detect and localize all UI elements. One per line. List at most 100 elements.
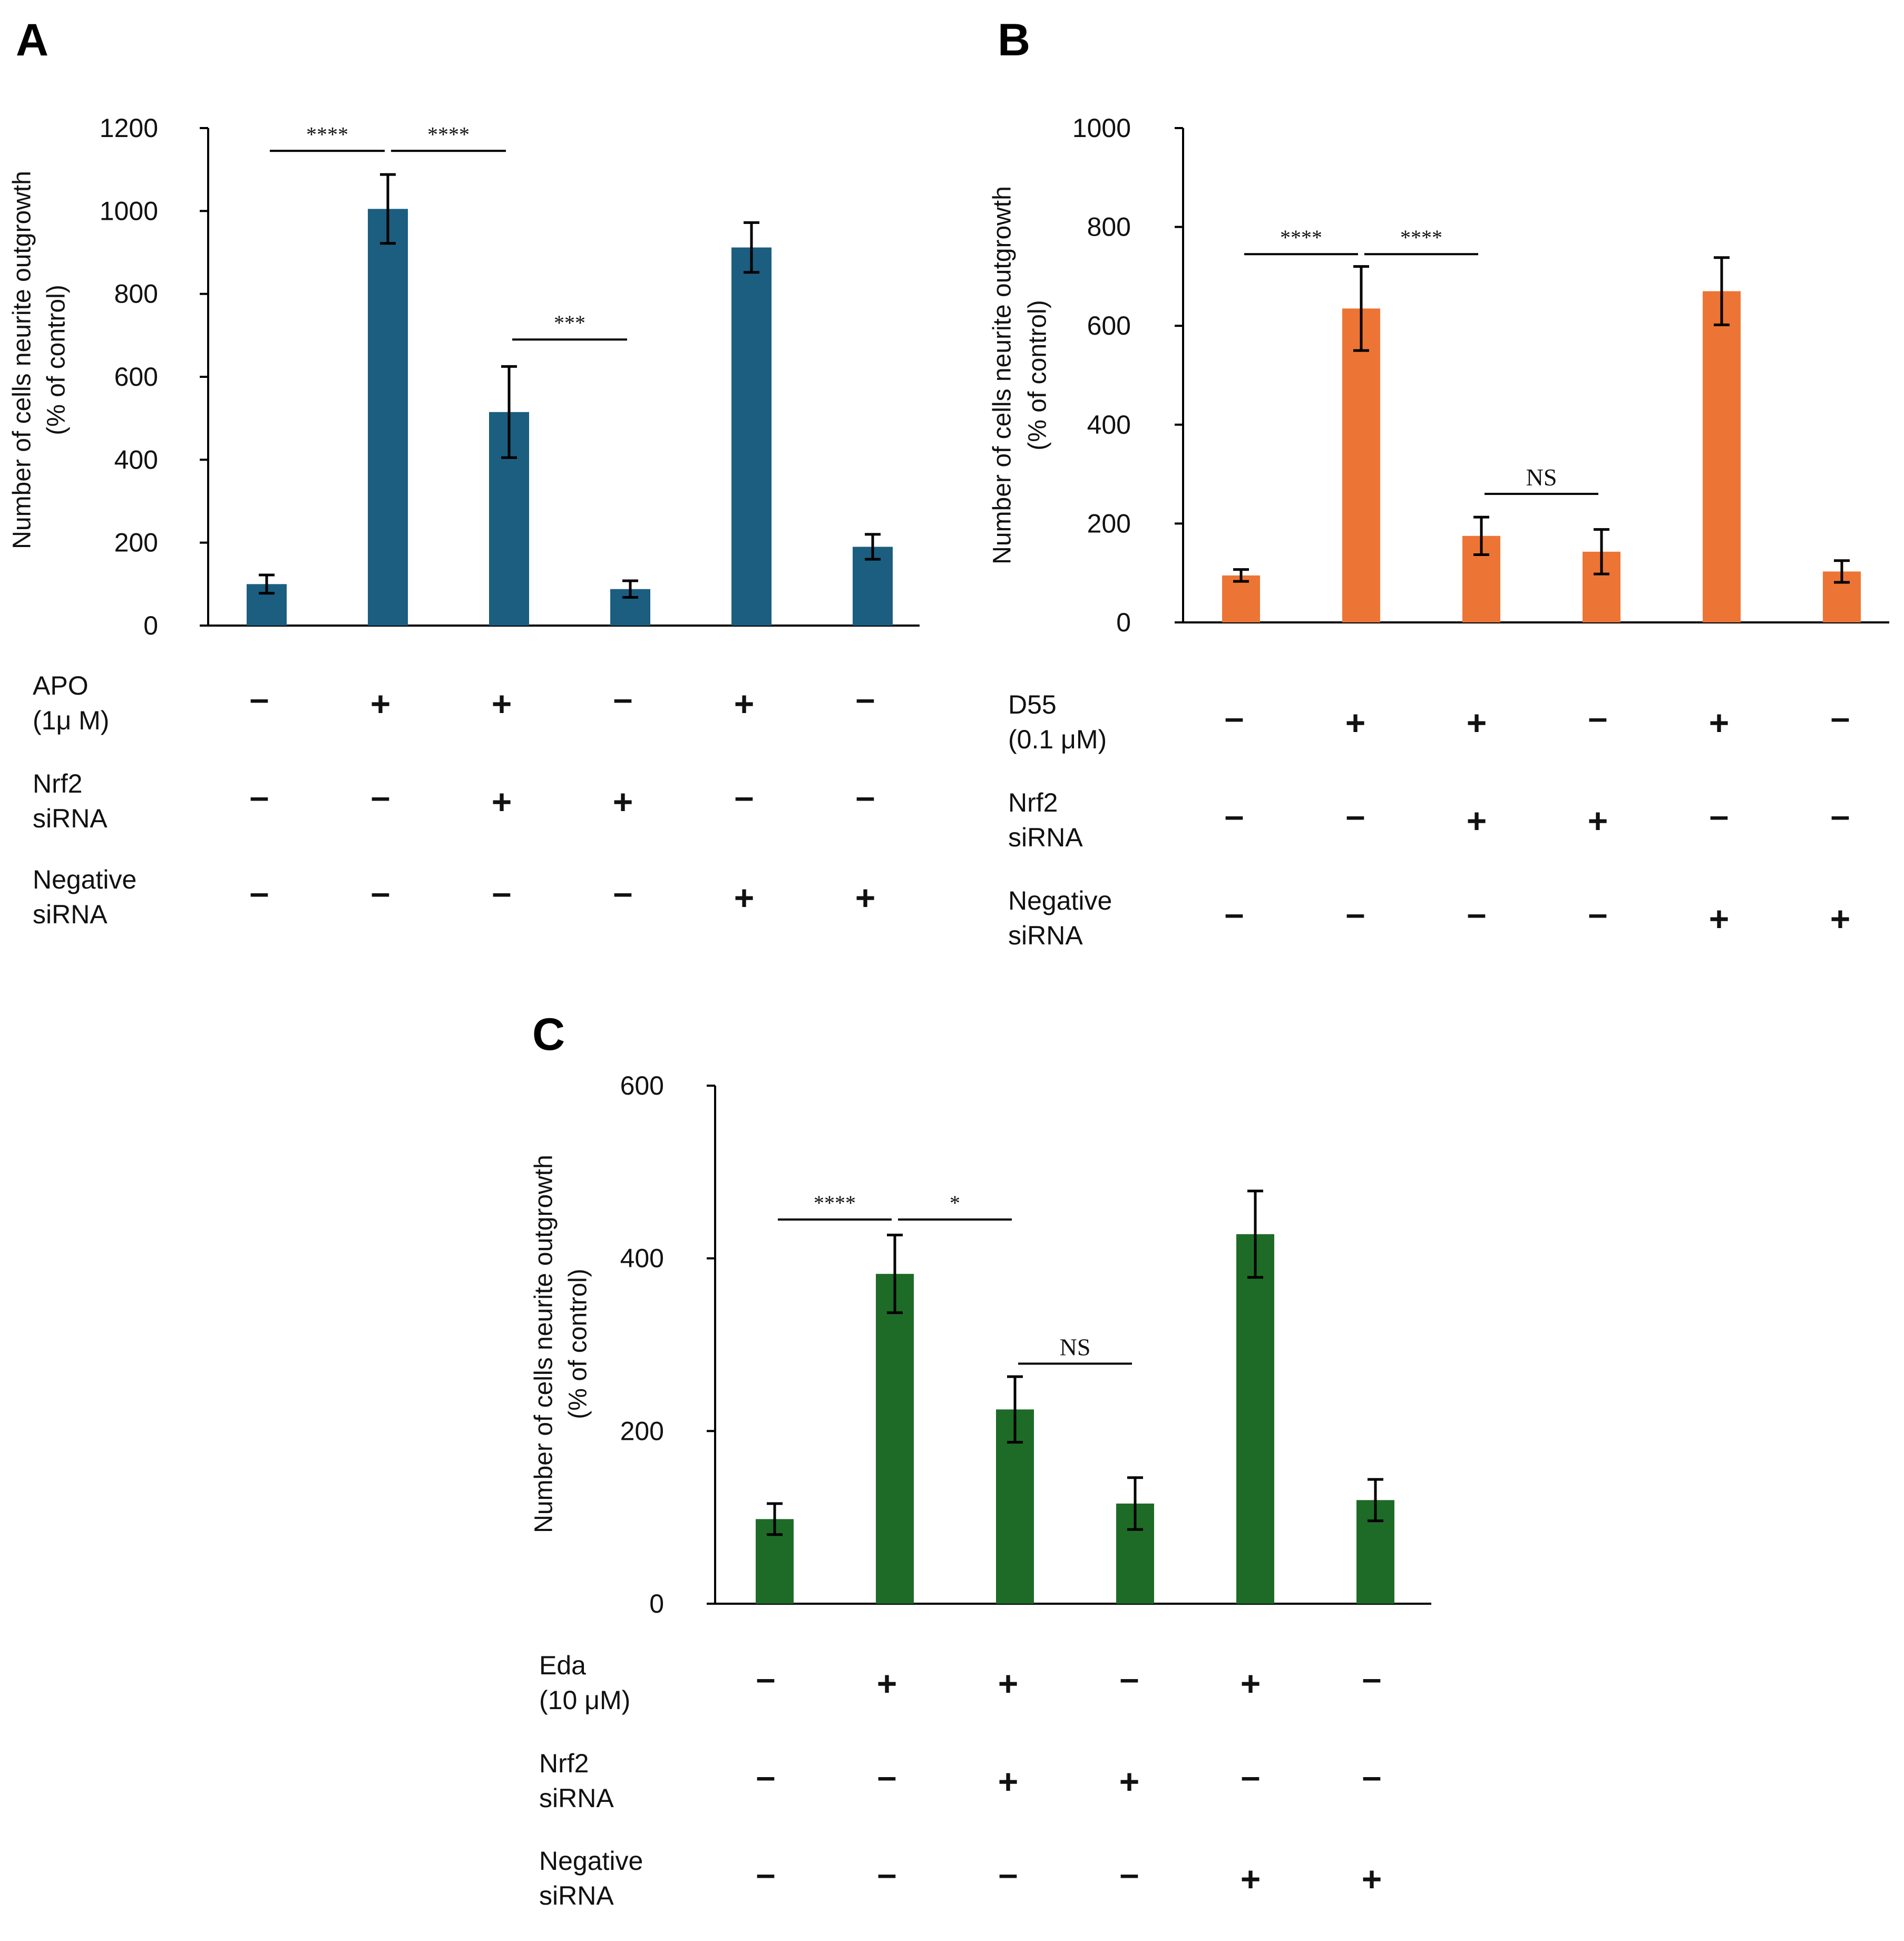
y-axis-subtitle: (% of control): [1024, 300, 1052, 450]
y-tick-label: 800: [114, 279, 158, 309]
y-tick-label: 400: [114, 445, 158, 474]
panel-letter: B: [998, 15, 1030, 65]
plus-sign: +: [998, 1762, 1019, 1801]
minus-sign: –: [877, 1757, 897, 1796]
plus-sign: +: [1830, 899, 1851, 938]
minus-sign: –: [1467, 894, 1487, 933]
condition-label-line2: siRNA: [539, 1783, 614, 1813]
minus-sign: –: [1346, 894, 1365, 933]
plus-sign: +: [1709, 703, 1730, 742]
plus-sign: +: [1345, 703, 1366, 742]
condition-label-line2: (0.1 μM): [1008, 725, 1107, 754]
y-tick-label: 0: [1116, 608, 1131, 637]
significance-label: ****: [814, 1191, 856, 1215]
condition-label: Eda: [539, 1651, 586, 1680]
plus-sign: +: [1467, 801, 1487, 840]
bar: [1703, 291, 1741, 622]
minus-sign: –: [1241, 1757, 1261, 1796]
panel-letter: A: [16, 15, 48, 65]
condition-label: Nrf2: [1008, 788, 1058, 817]
minus-sign: –: [1362, 1757, 1382, 1796]
bar: [1236, 1234, 1274, 1604]
condition-label-line2: siRNA: [539, 1881, 614, 1910]
y-axis-title: Number of cells neurite outgrowth: [8, 171, 36, 549]
minus-sign: –: [1225, 796, 1244, 835]
significance-label: NS: [1526, 464, 1557, 491]
significance-label: ****: [1400, 226, 1442, 249]
minus-sign: –: [1588, 894, 1608, 933]
minus-sign: –: [856, 679, 875, 718]
plus-sign: +: [1241, 1664, 1261, 1703]
condition-label: Negative: [33, 865, 136, 894]
condition-label: Nrf2: [539, 1749, 589, 1778]
y-tick-label: 800: [1087, 212, 1131, 242]
condition-label-line2: siRNA: [33, 804, 108, 833]
plus-sign: +: [1362, 1859, 1382, 1898]
minus-sign: –: [613, 873, 633, 912]
plus-sign: +: [1241, 1859, 1261, 1898]
condition-label: D55: [1008, 690, 1057, 719]
condition-label-line2: (10 μM): [539, 1685, 630, 1715]
plus-sign: +: [1709, 899, 1730, 938]
condition-label: APO: [33, 671, 89, 700]
chart-panel-a: A 0 200 400 600 800 1000 1200 Number of cells ne…: [8, 15, 920, 929]
minus-sign: –: [1362, 1659, 1382, 1698]
minus-sign: –: [1225, 698, 1244, 737]
plus-sign: +: [492, 684, 512, 723]
condition-label-line2: (1μ M): [33, 706, 109, 735]
significance-label: ****: [1280, 226, 1322, 249]
y-axis-title: Number of cells neurite outgrowth: [530, 1155, 558, 1533]
minus-sign: –: [1588, 698, 1608, 737]
minus-sign: –: [856, 777, 875, 816]
significance-label: ****: [427, 122, 470, 146]
bar: [731, 247, 772, 626]
y-tick-label: 200: [1087, 509, 1131, 538]
y-tick-label: 200: [620, 1416, 664, 1446]
plus-sign: +: [855, 878, 876, 917]
minus-sign: –: [877, 1854, 897, 1893]
minus-sign: –: [756, 1659, 776, 1698]
minus-sign: –: [250, 873, 269, 912]
minus-sign: –: [613, 679, 633, 718]
minus-sign: –: [1225, 894, 1244, 933]
y-tick-label: 0: [143, 611, 158, 640]
minus-sign: –: [371, 777, 390, 816]
y-tick-label: 1000: [1072, 113, 1131, 143]
plus-sign: +: [1588, 801, 1608, 840]
minus-sign: –: [492, 873, 512, 912]
condition-label: Nrf2: [33, 769, 82, 798]
condition-label-line2: siRNA: [1008, 823, 1083, 852]
plus-sign: +: [734, 684, 755, 723]
y-axis-subtitle: (% of control): [564, 1269, 592, 1419]
condition-label-line2: siRNA: [1008, 921, 1083, 950]
y-tick-label: 0: [649, 1589, 664, 1618]
minus-sign: –: [1346, 796, 1365, 835]
condition-label: Negative: [1008, 886, 1112, 915]
minus-sign: –: [1831, 698, 1850, 737]
plus-sign: +: [492, 782, 512, 821]
bar: [1342, 308, 1380, 622]
panel-letter: C: [532, 1009, 565, 1060]
minus-sign: –: [999, 1854, 1018, 1893]
y-tick-label: 600: [620, 1071, 664, 1100]
y-tick-label: 600: [1087, 311, 1131, 340]
minus-sign: –: [1120, 1854, 1139, 1893]
plus-sign: +: [877, 1664, 897, 1703]
y-tick-label: 400: [1087, 410, 1131, 440]
plus-sign: +: [613, 782, 633, 821]
minus-sign: –: [1831, 796, 1850, 835]
significance-label: ***: [554, 311, 585, 335]
y-tick-label: 600: [114, 362, 158, 392]
minus-sign: –: [735, 777, 754, 816]
minus-sign: –: [250, 777, 269, 816]
minus-sign: –: [1710, 796, 1729, 835]
minus-sign: –: [250, 679, 269, 718]
y-tick-label: 1000: [100, 196, 158, 226]
minus-sign: –: [756, 1757, 776, 1796]
y-tick-label: 200: [114, 528, 158, 558]
minus-sign: –: [1120, 1659, 1139, 1698]
condition-label: Negative: [539, 1846, 643, 1876]
bar: [1222, 575, 1260, 622]
significance-label: *: [950, 1191, 960, 1215]
